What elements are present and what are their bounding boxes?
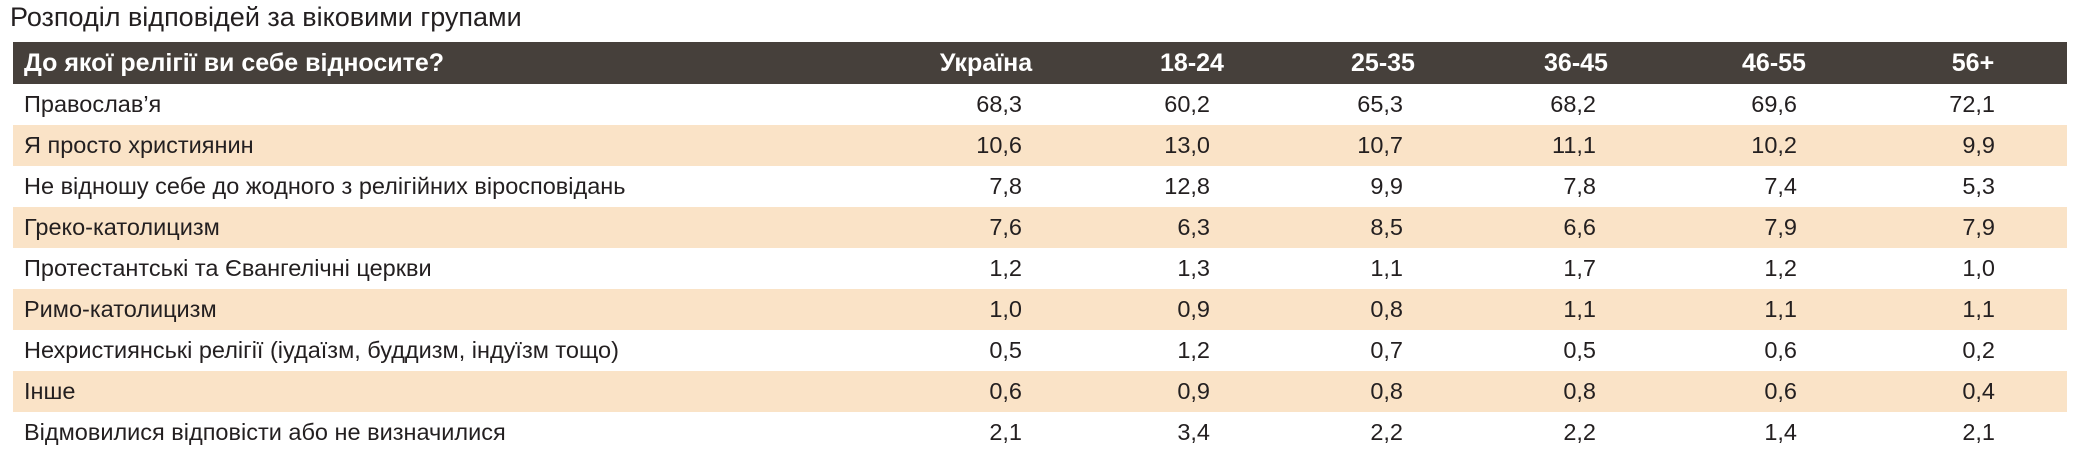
row-label: Римо-католицизм (24, 296, 217, 322)
value-cell: 60,2 (1164, 91, 1210, 117)
header-row: До якої релігії ви себе відносите? Україн… (13, 42, 2067, 84)
header-cell: Україна (939, 49, 1033, 77)
table-row: Православ’я 68,3 60,2 65,3 68,2 69,6 72,1 (13, 84, 2067, 125)
value-cell: 6,3 (1177, 214, 1210, 240)
value-cell: 7,6 (989, 214, 1022, 240)
header-cell: До якої релігії ви себе відносите? (24, 49, 445, 77)
value-cell: 1,0 (1962, 255, 1995, 281)
value-cell: 10,2 (1751, 132, 1797, 158)
value-cell: 1,0 (989, 296, 1022, 322)
value-cell: 1,2 (1177, 337, 1210, 363)
table-row: Нехристиянські релігії (іудаїзм, буддизм… (13, 330, 2067, 371)
value-cell: 1,1 (1764, 296, 1797, 322)
value-cell: 1,1 (1962, 296, 1995, 322)
value-cell: 8,5 (1370, 214, 1403, 240)
table-title: Розподіл відповідей за віковими групами (10, 2, 522, 32)
value-cell: 7,9 (1962, 214, 1995, 240)
table-row: Протестантські та Євангелічні церкви 1,2 1… (13, 248, 2067, 289)
value-cell: 3,4 (1177, 419, 1210, 445)
value-cell: 65,3 (1357, 91, 1403, 117)
value-cell: 1,7 (1563, 255, 1596, 281)
value-cell: 1,2 (1764, 255, 1797, 281)
value-cell: 2,1 (989, 419, 1022, 445)
value-cell: 0,6 (989, 378, 1022, 404)
value-cell: 0,8 (1370, 378, 1403, 404)
row-label: Протестантські та Євангелічні церкви (24, 255, 432, 281)
value-cell: 0,5 (989, 337, 1022, 363)
table-row: Римо-католицизм 1,0 0,9 0,8 1,1 1,1 1,1 (13, 289, 2067, 330)
value-cell: 69,6 (1751, 91, 1797, 117)
value-cell: 1,4 (1764, 419, 1797, 445)
value-cell: 68,2 (1550, 91, 1596, 117)
table-row: Греко-католицизм 7,6 6,3 8,5 6,6 7,9 7,9 (13, 207, 2067, 248)
row-label: Я просто християнин (24, 132, 254, 158)
row-label: Нехристиянські релігії (іудаїзм, буддизм… (24, 337, 619, 363)
header-cell: 46-55 (1742, 49, 1806, 77)
value-cell: 2,2 (1370, 419, 1403, 445)
value-cell: 5,3 (1962, 173, 1995, 199)
row-label: Інше (24, 378, 76, 404)
table-row: Відмовилися відповісти або не визначилис… (13, 412, 2067, 453)
value-cell: 11,1 (1552, 132, 1596, 158)
header-cell: 18-24 (1160, 49, 1224, 77)
value-cell: 9,9 (1962, 132, 1995, 158)
value-cell: 7,8 (989, 173, 1022, 199)
value-cell: 1,3 (1177, 255, 1210, 281)
row-label: Православ’я (24, 91, 162, 117)
header-cell: 25-35 (1351, 49, 1415, 77)
value-cell: 12,8 (1164, 173, 1210, 199)
value-cell: 0,9 (1177, 296, 1210, 322)
header-cell: 36-45 (1544, 49, 1608, 77)
value-cell: 0,5 (1563, 337, 1596, 363)
value-cell: 68,3 (976, 91, 1022, 117)
header-cell: 56+ (1951, 49, 1995, 77)
value-cell: 0,9 (1177, 378, 1210, 404)
value-cell: 1,1 (1563, 296, 1596, 322)
value-cell: 1,1 (1370, 255, 1403, 281)
value-cell: 10,7 (1357, 132, 1403, 158)
value-cell: 9,9 (1370, 173, 1403, 199)
value-cell: 7,4 (1764, 173, 1797, 199)
table: До якої релігії ви себе відносите? Україн… (13, 42, 2067, 453)
value-cell: 0,6 (1764, 337, 1797, 363)
value-cell: 2,1 (1962, 419, 1995, 445)
value-cell: 2,2 (1563, 419, 1596, 445)
value-cell: 10,6 (976, 132, 1022, 158)
value-cell: 0,8 (1563, 378, 1596, 404)
value-cell: 0,8 (1370, 296, 1403, 322)
row-label: Греко-католицизм (24, 214, 220, 240)
value-cell: 13,0 (1164, 132, 1210, 158)
table-row: Інше 0,6 0,9 0,8 0,8 0,6 0,4 (13, 371, 2067, 412)
table-row: Не відношу себе до жодного з релігійних … (13, 166, 2067, 207)
row-label: Відмовилися відповісти або не визначилис… (24, 419, 506, 445)
row-label: Не відношу себе до жодного з релігійних … (24, 173, 626, 199)
value-cell: 0,6 (1764, 378, 1797, 404)
table-row: Я просто християнин 10,6 13,0 10,7 11,1 10,2 9… (13, 125, 2067, 166)
value-cell: 1,2 (989, 255, 1022, 281)
value-cell: 72,1 (1949, 91, 1995, 117)
value-cell: 6,6 (1563, 214, 1596, 240)
value-cell: 7,9 (1764, 214, 1797, 240)
value-cell: 0,7 (1370, 337, 1403, 363)
value-cell: 7,8 (1563, 173, 1596, 199)
value-cell: 0,2 (1962, 337, 1995, 363)
value-cell: 0,4 (1962, 378, 1995, 404)
